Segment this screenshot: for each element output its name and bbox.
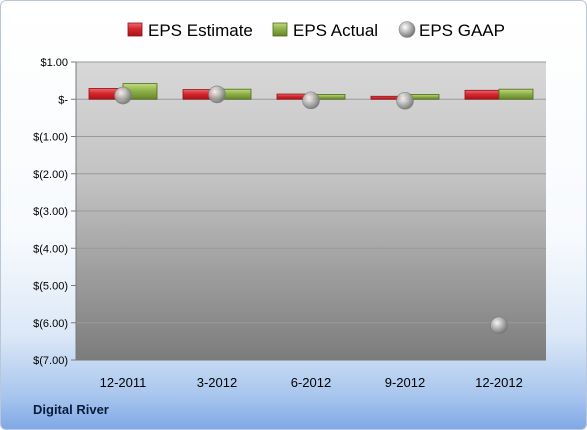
legend-label-eps-gaap: EPS GAAP [419, 21, 505, 40]
y-tick-label: $(5.00) [33, 281, 68, 293]
x-category-label: 6-2012 [291, 375, 331, 390]
y-tick-label: $1.00 [40, 57, 68, 69]
legend-label-eps-actual: EPS Actual [293, 21, 378, 40]
legend-label-eps-estimate: EPS Estimate [148, 21, 253, 40]
legend-swatch-eps-estimate [127, 22, 143, 37]
x-category-label: 12-2011 [100, 375, 147, 390]
legend-swatch-eps-gaap [398, 21, 416, 38]
y-tick-label: $(6.00) [33, 318, 68, 330]
y-tick-label: $(2.00) [33, 169, 68, 181]
eps-gaap-point [490, 316, 508, 335]
legend-swatch-eps-actual [272, 22, 288, 37]
gaap-points [114, 85, 508, 335]
y-tick-label: $(7.00) [33, 355, 68, 367]
eps-actual-bar [498, 88, 534, 100]
chart-legend: EPS Estimate EPS Actual EPS GAAP [127, 21, 505, 40]
eps-gaap-point [114, 86, 132, 105]
y-tick-label: $(4.00) [33, 243, 68, 255]
y-tick-label: $(3.00) [33, 206, 68, 218]
y-axis-tick-labels: $1.00 $- $(1.00) $(2.00) $(3.00) $(4.00) $(5.0… [33, 57, 68, 367]
x-category-label: 3-2012 [197, 375, 237, 390]
y-tick-label: $- [58, 94, 68, 106]
x-axis-category-labels: 12-2011 3-2012 6-2012 9-2012 12-2012 [100, 375, 523, 390]
y-tick-label: $(1.00) [33, 132, 68, 144]
company-name: Digital River [33, 402, 109, 417]
eps-gaap-point [396, 91, 414, 110]
x-category-label: 12-2012 [475, 375, 523, 390]
eps-estimate-bar [464, 89, 500, 100]
eps-gaap-point [302, 91, 320, 110]
eps-gaap-point [208, 85, 226, 104]
x-category-label: 9-2012 [385, 375, 425, 390]
